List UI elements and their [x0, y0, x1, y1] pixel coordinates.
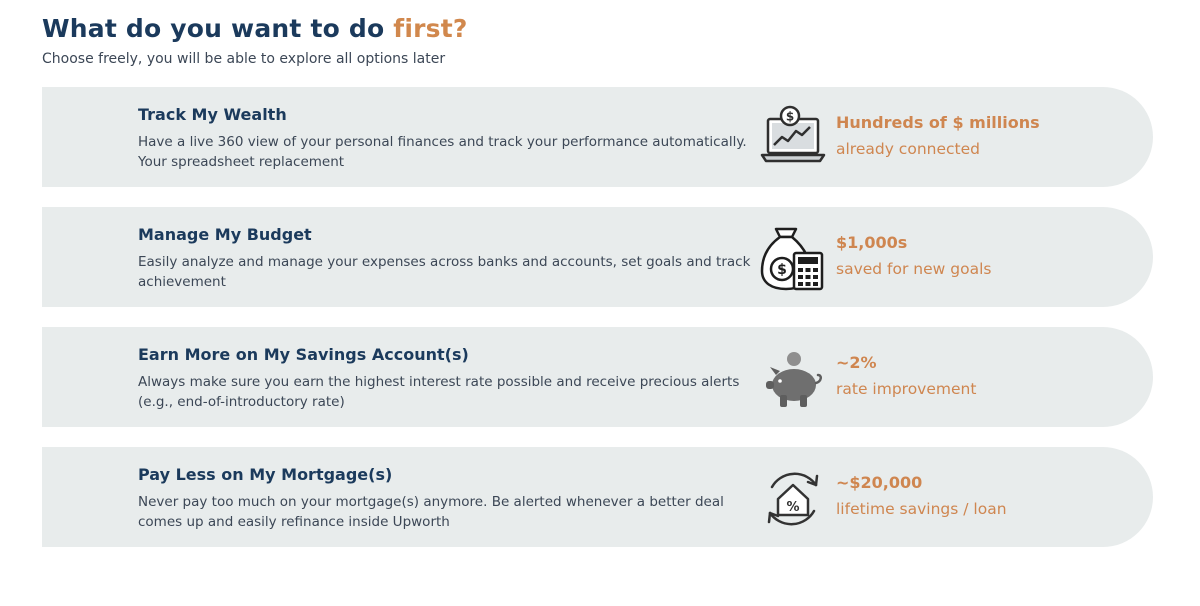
svg-text:%: % [786, 500, 799, 515]
page-header: What do you want to do first? Choose fre… [42, 14, 468, 67]
stat-value: ~$20,000 [836, 473, 923, 492]
option-description: Have a live 360 view of your personal fi… [138, 134, 747, 170]
laptop-dollar-chart-icon: $ [760, 105, 826, 163]
page-subtitle: Choose freely, you will be able to explo… [42, 51, 446, 67]
option-description: Never pay too much on your mortgage(s) a… [138, 494, 724, 530]
stat-label: rate improvement [836, 380, 977, 398]
card-left-curve [42, 447, 102, 547]
stat-value: ~2% [836, 353, 877, 372]
svg-text:$: $ [777, 262, 787, 278]
option-title: Manage My Budget [138, 225, 312, 244]
title-accent: first? [393, 14, 468, 43]
money-bag-calculator-icon: $ [760, 227, 824, 291]
option-description: Easily analyze and manage your expenses … [138, 254, 751, 290]
svg-text:$: $ [786, 110, 794, 124]
option-card-track-wealth[interactable]: Track My Wealth Have a live 360 view of … [42, 87, 1153, 187]
card-left-curve [42, 87, 102, 187]
option-title: Track My Wealth [138, 105, 287, 124]
house-percent-refresh-icon: % [767, 472, 819, 526]
stat-label: lifetime savings / loan [836, 500, 1007, 518]
title-main: What do you want to do [42, 14, 394, 43]
option-title: Earn More on My Savings Account(s) [138, 345, 469, 364]
stat-label: saved for new goals [836, 260, 992, 278]
stat-value: $1,000s [836, 233, 908, 252]
option-card-mortgage[interactable]: Pay Less on My Mortgage(s) Never pay too… [42, 447, 1153, 547]
option-stat: ~2% rate improvement [836, 353, 976, 398]
card-left-curve [42, 207, 102, 307]
stat-value: Hundreds of $ millions [836, 113, 1040, 132]
stat-label: already connected [836, 140, 980, 158]
option-stat: ~$20,000 lifetime savings / loan [836, 473, 1007, 518]
piggy-bank-icon [766, 352, 822, 407]
page-title: What do you want to do first? [42, 14, 468, 43]
option-description: Always make sure you earn the highest in… [138, 374, 740, 410]
card-left-curve [42, 327, 102, 427]
option-title: Pay Less on My Mortgage(s) [138, 465, 393, 484]
option-card-savings[interactable]: Earn More on My Savings Account(s) Alway… [42, 327, 1153, 427]
option-stat: Hundreds of $ millions already connected [836, 113, 1040, 158]
option-card-manage-budget[interactable]: Manage My Budget Easily analyze and mana… [42, 207, 1153, 307]
option-stat: $1,000s saved for new goals [836, 233, 991, 278]
